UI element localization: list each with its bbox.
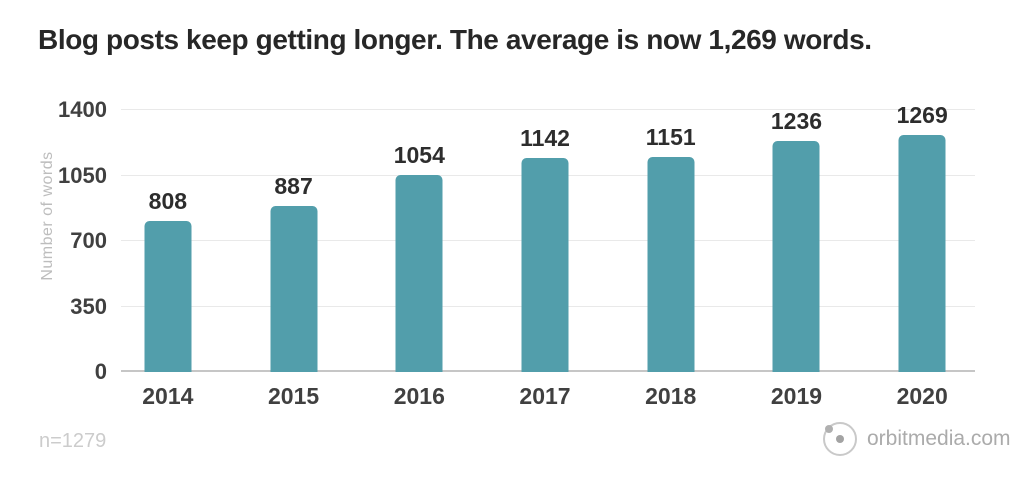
x-tick-label: 2015 xyxy=(267,383,320,409)
bars-container: 808 887 1054 1142 1151 1236 1269 xyxy=(105,103,985,372)
bar-2014 xyxy=(144,220,192,372)
bar-2016 xyxy=(395,174,443,372)
bar-2018 xyxy=(647,156,695,372)
bar-2020 xyxy=(898,134,946,372)
bar-value-label: 808 xyxy=(148,187,188,214)
bar-value-label: 1054 xyxy=(393,141,445,168)
x-tick-label: 2019 xyxy=(770,383,823,409)
y-tick-label: 350 xyxy=(70,293,107,319)
y-tick-label: 700 xyxy=(70,228,107,253)
orbit-logo-ring-dot xyxy=(825,425,833,433)
bar-slot: 1151 xyxy=(608,110,734,372)
bar-slot: 1054 xyxy=(356,110,482,372)
x-tick-label: 2014 xyxy=(142,383,194,409)
x-tick-label: 2018 xyxy=(645,383,697,409)
bar-slot: 1236 xyxy=(734,107,860,372)
bar-value-label: 1142 xyxy=(520,125,570,152)
bar-slot: 887 xyxy=(231,110,357,372)
x-tick-label: 2020 xyxy=(896,383,948,409)
bar-value-label: 887 xyxy=(274,173,313,200)
chart-title: Blog posts keep getting longer. The aver… xyxy=(38,24,872,55)
x-axis-labels: 2014 2015 2016 2017 2018 2019 2020 xyxy=(105,385,985,408)
bar-value-label: 1269 xyxy=(896,101,948,128)
orbit-logo-center-dot xyxy=(836,435,844,443)
sample-size-note: n=1279 xyxy=(39,430,107,452)
bar-2015 xyxy=(270,206,318,372)
orbit-logo-icon xyxy=(823,422,857,456)
y-tick-label: 1050 xyxy=(58,162,107,188)
bar-value-label: 1151 xyxy=(645,123,696,150)
bar-slot: 1269 xyxy=(859,103,985,372)
bar-2019 xyxy=(772,140,820,372)
brand-mark: orbitmedia.com xyxy=(823,422,1011,456)
bar-value-label: 1236 xyxy=(770,107,823,134)
gridline xyxy=(121,109,975,110)
plot-area: 808 887 1054 1142 1151 1236 1269 xyxy=(105,103,985,372)
x-tick-label: 2017 xyxy=(519,383,571,409)
bar-slot: 808 xyxy=(105,110,231,372)
y-axis-tick-labels: 0 350 700 1050 1400 xyxy=(0,99,107,383)
bar-2017 xyxy=(521,158,569,372)
bar-slot: 1142 xyxy=(482,110,608,372)
y-tick-label: 0 xyxy=(94,359,107,384)
brand-domain: orbitmedia.com xyxy=(867,427,1011,450)
y-tick-label: 1400 xyxy=(58,97,107,122)
x-tick-label: 2016 xyxy=(393,383,445,409)
